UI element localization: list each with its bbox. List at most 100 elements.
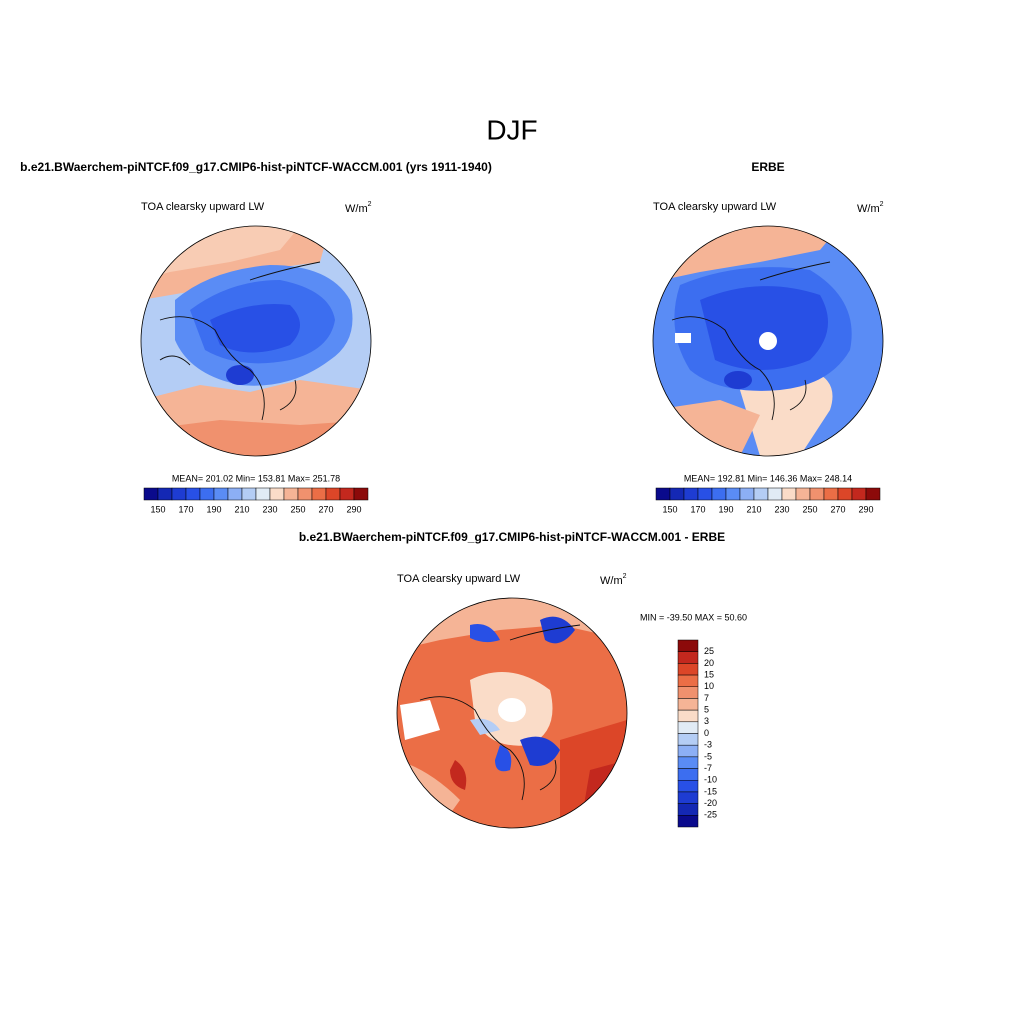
units: W/m2 bbox=[857, 201, 884, 215]
colorbar-box bbox=[677, 780, 699, 793]
colorbar-box bbox=[865, 487, 881, 501]
missing-data bbox=[759, 332, 777, 350]
colorbar-box bbox=[325, 487, 341, 501]
colorbar-box bbox=[677, 721, 699, 734]
colorbar-label: 25 bbox=[704, 646, 714, 656]
colorbar-box bbox=[669, 487, 685, 501]
colorbar-box bbox=[851, 487, 867, 501]
colorbar-label: 170 bbox=[690, 504, 705, 514]
colorbar-box bbox=[677, 698, 699, 711]
colorbar-box bbox=[809, 487, 825, 501]
colorbar-box bbox=[677, 756, 699, 769]
colorbar-label: 150 bbox=[662, 504, 677, 514]
colorbar-box bbox=[311, 487, 327, 501]
colorbar: 150 170 190 210 230 250 270 290 bbox=[655, 487, 881, 514]
colorbar-box bbox=[677, 686, 699, 699]
colorbar-label: -7 bbox=[704, 763, 712, 773]
units-base: W/m bbox=[345, 203, 368, 215]
colorbar-label: 250 bbox=[802, 504, 817, 514]
panel-subtitle: TOA clearsky upward LW bbox=[397, 573, 521, 585]
colorbar-box bbox=[269, 487, 285, 501]
panel-title: b.e21.BWaerchem-piNTCF.f09_g17.CMIP6-his… bbox=[299, 530, 725, 544]
polar-map bbox=[141, 226, 371, 456]
colorbar-box bbox=[241, 487, 257, 501]
figure-title: DJF bbox=[486, 114, 537, 145]
colorbar-label: -25 bbox=[704, 810, 717, 820]
colorbar-box bbox=[677, 663, 699, 676]
colorbar-box bbox=[677, 791, 699, 804]
colorbar-box bbox=[767, 487, 783, 501]
colorbar-label: 170 bbox=[178, 504, 193, 514]
units: W/m2 bbox=[345, 201, 372, 215]
colorbar: 150 170 190 210 230 250 270 290 bbox=[143, 487, 369, 514]
units-base: W/m bbox=[857, 203, 880, 215]
units-sup: 2 bbox=[880, 201, 884, 208]
map-border bbox=[396, 597, 628, 829]
units: W/m2 bbox=[600, 573, 627, 587]
colorbar-label: 230 bbox=[262, 504, 277, 514]
colorbar-box bbox=[353, 487, 369, 501]
colorbar-box bbox=[677, 733, 699, 746]
colorbar-box bbox=[157, 487, 173, 501]
panel-title: ERBE bbox=[751, 160, 784, 174]
colorbar-label: 210 bbox=[746, 504, 761, 514]
colorbar-box bbox=[677, 639, 699, 652]
colorbar-box bbox=[171, 487, 187, 501]
colorbar-box bbox=[677, 803, 699, 816]
colorbar-label: -20 bbox=[704, 798, 717, 808]
colorbar-box bbox=[655, 487, 671, 501]
colorbar-box bbox=[753, 487, 769, 501]
colorbar-box bbox=[213, 487, 229, 501]
colorbar-label: 210 bbox=[234, 504, 249, 514]
colorbar-label: 15 bbox=[704, 669, 714, 679]
colorbar-label: 290 bbox=[858, 504, 873, 514]
stats: MIN = -39.50 MAX = 50.60 bbox=[640, 612, 747, 622]
colorbar-label: 5 bbox=[704, 705, 709, 715]
polar-map bbox=[397, 598, 627, 828]
colorbar-box bbox=[697, 487, 713, 501]
colorbar-label: 230 bbox=[774, 504, 789, 514]
colorbar-label: 190 bbox=[718, 504, 733, 514]
panel-title: b.e21.BWaerchem-piNTCF.f09_g17.CMIP6-his… bbox=[20, 160, 492, 174]
colorbar-box bbox=[677, 674, 699, 687]
colorbar-label: 10 bbox=[704, 681, 714, 691]
colorbar-box bbox=[823, 487, 839, 501]
colorbar-box bbox=[143, 487, 159, 501]
colorbar-box bbox=[677, 744, 699, 758]
colorbar-box bbox=[683, 487, 699, 501]
stats: MEAN= 192.81 Min= 146.36 Max= 248.14 bbox=[684, 473, 852, 483]
stats: MEAN= 201.02 Min= 153.81 Max= 251.78 bbox=[172, 473, 340, 483]
colorbar-box bbox=[227, 487, 243, 501]
colorbar-box bbox=[199, 487, 215, 501]
colorbar-box bbox=[795, 487, 811, 501]
colorbar-label: 150 bbox=[150, 504, 165, 514]
colorbar-label: 20 bbox=[704, 658, 714, 668]
polar-map bbox=[653, 226, 883, 456]
colorbar-box bbox=[677, 709, 699, 723]
colorbar-box bbox=[339, 487, 355, 501]
colorbar-label: 0 bbox=[704, 728, 709, 738]
panel-subtitle: TOA clearsky upward LW bbox=[141, 201, 265, 213]
panel-subtitle: TOA clearsky upward LW bbox=[653, 201, 777, 213]
map-border bbox=[652, 225, 884, 457]
colorbar-box bbox=[677, 651, 699, 664]
colorbar-label: 270 bbox=[318, 504, 333, 514]
colorbar-label: 3 bbox=[704, 716, 709, 726]
colorbar-label: 250 bbox=[290, 504, 305, 514]
colorbar-label: -3 bbox=[704, 740, 712, 750]
map-border bbox=[140, 225, 372, 457]
colorbar-label: 270 bbox=[830, 504, 845, 514]
colorbar-label: -15 bbox=[704, 786, 717, 796]
colorbar-box bbox=[185, 487, 201, 501]
units-sup: 2 bbox=[623, 573, 627, 580]
colorbar-box bbox=[283, 487, 299, 501]
colorbar-box bbox=[255, 487, 271, 501]
colorbar-box bbox=[837, 487, 853, 501]
colorbar-label: 7 bbox=[704, 693, 709, 703]
colorbar-box bbox=[739, 487, 755, 501]
units-sup: 2 bbox=[368, 201, 372, 208]
colorbar-label: -5 bbox=[704, 751, 712, 761]
colorbar-box bbox=[711, 487, 727, 501]
